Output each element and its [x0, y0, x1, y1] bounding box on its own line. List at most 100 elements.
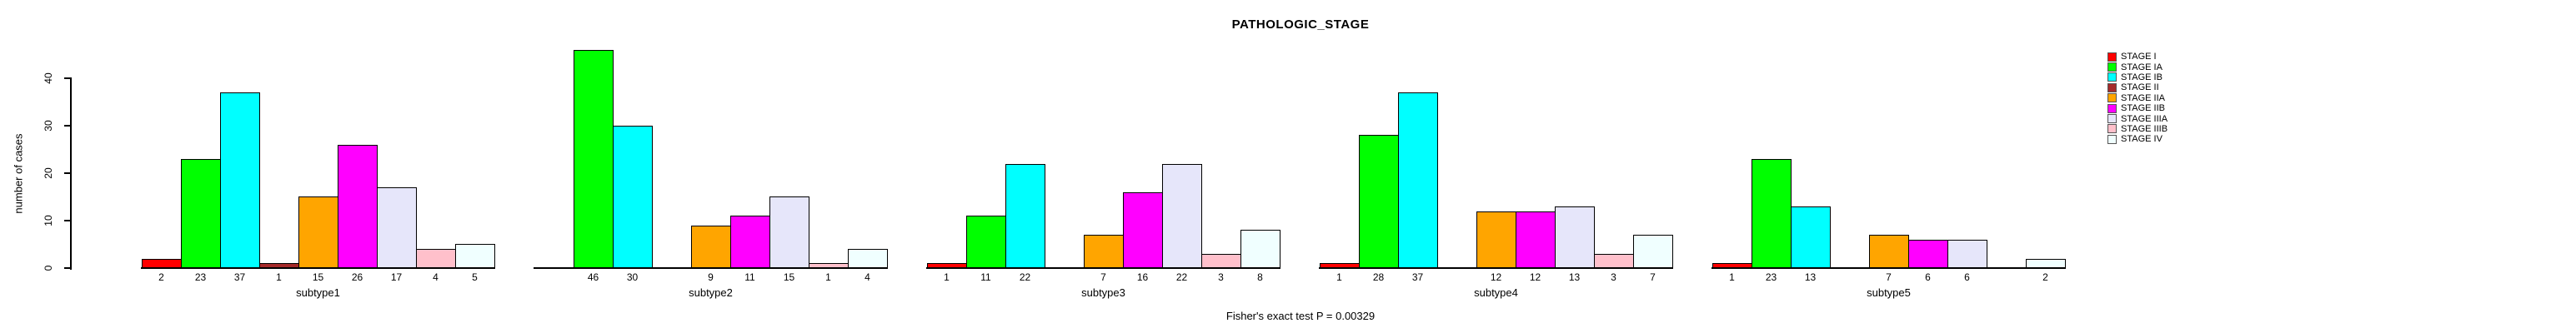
bar-stage-iia	[1084, 235, 1124, 268]
bar-value-label: 1	[825, 271, 831, 283]
bar-stage-iiia	[1162, 164, 1202, 268]
bar-stage-ib	[613, 126, 653, 268]
x-axis-group-label: subtype3	[1081, 286, 1125, 299]
bar-stage-iiia	[377, 187, 417, 268]
bar-stage-iib	[730, 216, 770, 268]
legend-item: STAGE IIIB	[2107, 124, 2168, 134]
bar-value-label: 1	[1336, 271, 1342, 283]
legend-item: STAGE IIB	[2107, 103, 2168, 113]
bar-value-label: 2	[2042, 271, 2048, 283]
legend-label: STAGE IA	[2121, 62, 2163, 72]
legend-item: STAGE IB	[2107, 72, 2168, 82]
bar-value-label: 6	[1925, 271, 1931, 283]
legend-swatch	[2107, 103, 2117, 113]
bar-stage-i	[142, 259, 182, 268]
bar-value-label: 37	[233, 271, 246, 283]
bar-value-label: 13	[1568, 271, 1581, 283]
bar-stage-iia	[298, 196, 338, 268]
bar-stage-iia	[1869, 235, 1909, 268]
bar-value-label: 17	[390, 271, 403, 283]
y-tick-label: 10	[43, 215, 54, 226]
bar-stage-iv	[848, 249, 888, 268]
bar-value-label: 7	[1886, 271, 1892, 283]
y-tick-mark	[64, 220, 70, 221]
y-tick-mark	[64, 77, 70, 79]
bar-value-label: 2	[158, 271, 164, 283]
legend-swatch	[2107, 52, 2117, 62]
y-axis-label: number of cases	[12, 133, 25, 214]
x-axis-group-label: subtype1	[296, 286, 340, 299]
bar-stage-iiib	[1594, 254, 1634, 268]
y-tick-label: 20	[43, 167, 54, 179]
bar-stage-i	[1712, 263, 1752, 268]
bar-stage-iib	[338, 145, 378, 268]
bar-value-label: 8	[1257, 271, 1263, 283]
bar-value-label: 5	[472, 271, 478, 283]
bar-value-label: 1	[944, 271, 950, 283]
x-axis-baseline	[1711, 267, 2066, 269]
bar-stage-ia	[1359, 135, 1399, 268]
legend-label: STAGE IIB	[2121, 103, 2165, 114]
bar-stage-ib	[1398, 92, 1438, 268]
bar-value-label: 11	[980, 271, 991, 283]
x-axis-group-label: subtype5	[1867, 286, 1911, 299]
x-axis-baseline	[534, 267, 888, 269]
legend-swatch	[2107, 124, 2117, 134]
legend: STAGE I STAGE IA STAGE IB STAGE II STAGE IIA…	[2107, 52, 2168, 145]
x-axis-baseline	[926, 267, 1280, 269]
bar-value-label: 4	[433, 271, 439, 283]
bar-stage-iia	[691, 226, 731, 268]
bar-value-label: 11	[744, 271, 755, 283]
bar-value-label: 22	[1019, 271, 1031, 283]
bar-value-label: 12	[1490, 271, 1502, 283]
bar-value-label: 26	[351, 271, 363, 283]
bar-stage-ib	[1005, 164, 1045, 268]
bar-stage-iia	[1476, 211, 1516, 268]
bar-stage-i	[1320, 263, 1360, 268]
bar-stage-iiia	[1555, 206, 1595, 268]
bar-value-label: 23	[194, 271, 207, 283]
legend-item: STAGE IA	[2107, 62, 2168, 72]
legend-item: STAGE I	[2107, 52, 2168, 62]
bar-stage-iib	[1908, 240, 1948, 268]
bar-stage-iv	[455, 244, 495, 268]
bar-value-label: 37	[1411, 271, 1424, 283]
bar-stage-iv	[2026, 259, 2066, 268]
bar-value-label: 7	[1100, 271, 1106, 283]
bar-value-label: 16	[1136, 271, 1149, 283]
bar-stage-ib	[220, 92, 260, 268]
bar-value-label: 12	[1529, 271, 1541, 283]
x-axis-group-label: subtype2	[689, 286, 733, 299]
y-tick-mark	[64, 125, 70, 127]
y-tick-mark	[64, 267, 70, 269]
bar-value-label: 28	[1372, 271, 1385, 283]
legend-item: STAGE IIIA	[2107, 113, 2168, 124]
bar-stage-iv	[1240, 230, 1280, 268]
x-axis-baseline	[141, 267, 495, 269]
legend-label: STAGE IB	[2121, 72, 2163, 82]
bar-stage-ia	[966, 216, 1006, 268]
bar-value-label: 13	[1804, 271, 1817, 283]
bar-stage-i	[927, 263, 967, 268]
bar-value-label: 22	[1175, 271, 1188, 283]
bar-value-label: 1	[276, 271, 282, 283]
y-tick-label: 0	[43, 265, 54, 271]
legend-swatch	[2107, 114, 2117, 124]
bar-stage-iib	[1123, 192, 1163, 268]
bar-stage-iiia	[1947, 240, 1987, 268]
legend-swatch	[2107, 93, 2117, 103]
legend-label: STAGE IV	[2121, 134, 2163, 145]
bar-stage-ia	[574, 50, 614, 268]
x-axis-group-label: subtype4	[1474, 286, 1518, 299]
legend-label: STAGE IIIA	[2121, 113, 2168, 124]
y-tick-mark	[64, 172, 70, 174]
bar-value-label: 3	[1611, 271, 1616, 283]
bar-stage-ia	[1752, 159, 1792, 268]
legend-swatch	[2107, 82, 2117, 92]
bar-stage-ib	[1791, 206, 1831, 268]
bar-value-label: 3	[1218, 271, 1224, 283]
fisher-test-note: Fisher's exact test P = 0.00329	[1225, 310, 1376, 322]
y-axis-line	[70, 77, 72, 270]
bar-value-label: 23	[1765, 271, 1777, 283]
legend-label: STAGE I	[2121, 52, 2157, 62]
